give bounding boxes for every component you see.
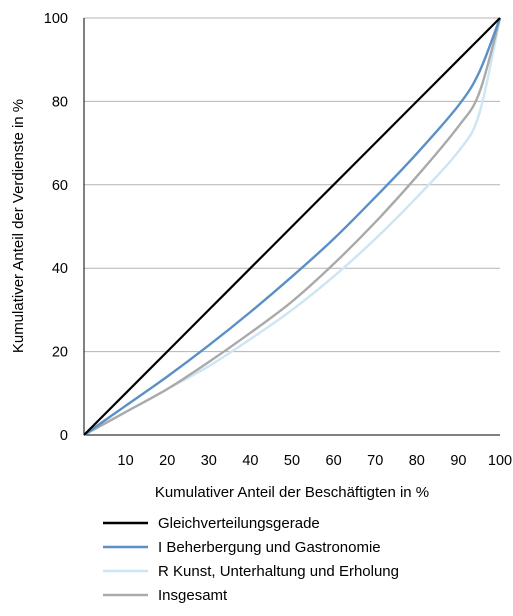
x-tick-label-10: 10 <box>118 453 134 469</box>
axes <box>83 18 500 436</box>
y-tick-label-0: 0 <box>60 428 68 444</box>
x-tick-label-90: 90 <box>450 453 466 469</box>
series-lines <box>83 17 502 437</box>
y-tick-label-100: 100 <box>44 11 68 27</box>
legend: Gleichverteilungsgerade I Beherbergung un… <box>103 515 399 604</box>
x-tick-label-100: 100 <box>488 453 512 469</box>
y-tick-label-80: 80 <box>52 94 68 110</box>
series-line-insgesamt <box>83 17 502 437</box>
x-axis-label: Kumulativer Anteil der Beschäftigten in … <box>155 484 429 501</box>
y-tick-label-20: 20 <box>52 345 68 361</box>
x-tick-label-20: 20 <box>159 453 175 469</box>
legend-label-insgesamt: Insgesamt <box>158 587 228 604</box>
x-tick-label-40: 40 <box>242 453 258 469</box>
x-tick-label-60: 60 <box>326 453 342 469</box>
x-tick-labels: 10 20 30 40 50 60 70 80 90 100 <box>118 453 513 469</box>
series-line-gleichverteilungsgerade <box>83 17 501 436</box>
y-tick-labels: 0 20 40 60 80 100 <box>44 11 68 444</box>
x-tick-label-50: 50 <box>284 453 300 469</box>
x-tick-label-80: 80 <box>409 453 425 469</box>
y-tick-label-60: 60 <box>52 178 68 194</box>
series-line-i-beherbergung-und-gastronomie <box>83 17 502 436</box>
legend-label-r-kunst-unterhaltung-und-erholung: R Kunst, Unterhaltung und Erholung <box>158 563 399 580</box>
gridlines <box>84 17 500 353</box>
x-tick-label-30: 30 <box>201 453 217 469</box>
legend-label-i-beherbergung-und-gastronomie: I Beherbergung und Gastronomie <box>158 539 381 556</box>
x-tick-label-70: 70 <box>367 453 383 469</box>
legend-label-gleichverteilungsgerade: Gleichverteilungsgerade <box>158 515 320 532</box>
y-axis-label: Kumulativer Anteil der Verdienste in % <box>10 99 27 353</box>
y-tick-label-40: 40 <box>52 261 68 277</box>
